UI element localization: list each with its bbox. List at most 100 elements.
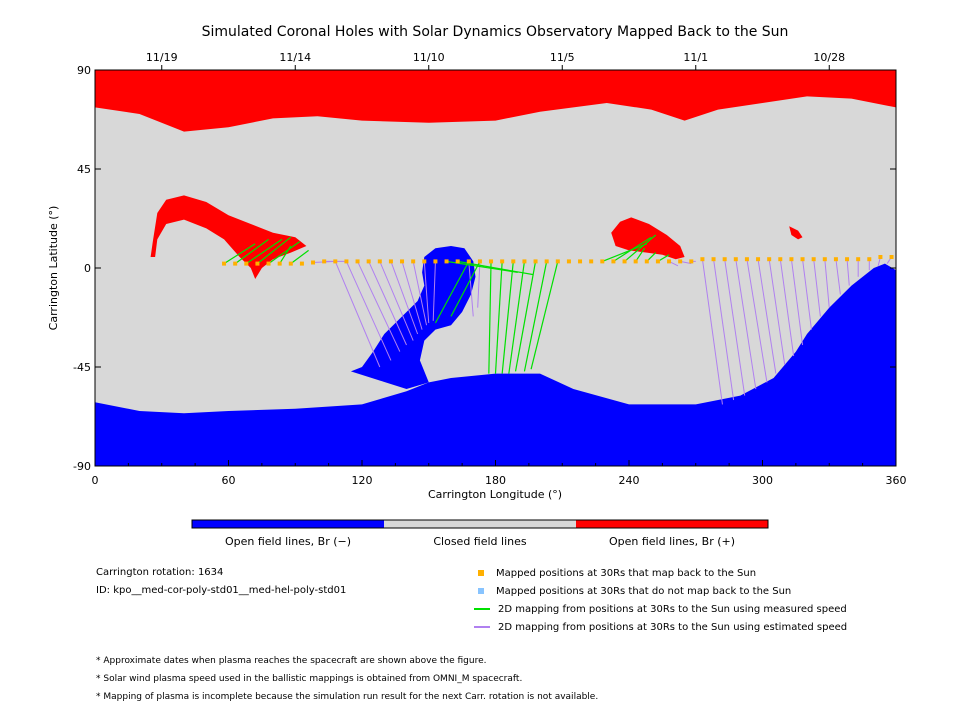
positive-patch-mid bbox=[611, 217, 685, 260]
plot-area bbox=[94, 69, 897, 467]
line-swatch-icon bbox=[474, 608, 490, 610]
track-point bbox=[622, 259, 627, 264]
colorbar-frame bbox=[191, 519, 769, 529]
estimated-mapping-line bbox=[768, 259, 786, 365]
track-point bbox=[711, 257, 716, 262]
measured-mapping-line bbox=[257, 236, 292, 265]
track-point bbox=[778, 257, 783, 262]
colorbar: Open field lines, Br (−) Closed field li… bbox=[191, 519, 769, 548]
x-axis-label: Carrington Longitude (°) bbox=[428, 488, 562, 501]
carrington-rotation: Carrington rotation: 1634 bbox=[96, 567, 224, 578]
x-tick-label: 120 bbox=[352, 474, 373, 487]
measured-mapping-line bbox=[268, 241, 301, 265]
x-tick-label: 300 bbox=[752, 474, 773, 487]
track-point bbox=[889, 255, 894, 259]
measured-speed-mappings bbox=[223, 234, 670, 374]
positive-patch-small bbox=[789, 226, 803, 240]
x-tick-label: 60 bbox=[222, 474, 236, 487]
legend-item-not-map-back: Mapped positions at 30Rs that do not map… bbox=[478, 582, 791, 600]
track-point bbox=[411, 259, 416, 264]
estimated-mapping-line bbox=[724, 259, 746, 396]
estimated-mapping-line bbox=[401, 261, 423, 330]
measured-mapping-line bbox=[234, 238, 269, 265]
legend-item-estimated: 2D mapping from positions at 30Rs to the… bbox=[474, 618, 847, 636]
measured-mapping-line bbox=[624, 234, 657, 262]
top-date-label: 10/28 bbox=[813, 51, 845, 64]
track-point bbox=[422, 259, 427, 264]
estimated-mapping-line bbox=[423, 261, 430, 324]
track-point bbox=[700, 257, 705, 262]
estimated-mapping-line bbox=[432, 261, 436, 321]
estimated-mapping-line bbox=[746, 259, 768, 383]
track-point bbox=[222, 261, 227, 266]
footnote-dates: * Approximate dates when plasma reaches … bbox=[96, 656, 487, 666]
track-point bbox=[767, 257, 772, 262]
track-point bbox=[544, 259, 549, 264]
measured-mapping-line bbox=[613, 236, 652, 262]
track-point bbox=[266, 261, 271, 266]
colorbar-positive bbox=[576, 520, 768, 528]
legend-label: 2D mapping from positions at 30Rs to the… bbox=[498, 603, 847, 615]
chart-title: Simulated Coronal Holes with Solar Dynam… bbox=[202, 24, 789, 40]
legend-item-measured: 2D mapping from positions at 30Rs to the… bbox=[474, 600, 847, 618]
y-tick-label: -90 bbox=[73, 460, 91, 473]
track-point bbox=[878, 255, 883, 259]
estimated-mapping-line bbox=[846, 259, 850, 286]
track-point bbox=[744, 257, 749, 262]
measured-mapping-line bbox=[290, 249, 309, 265]
top-date-label: 11/19 bbox=[146, 51, 178, 64]
y-axis-label: Carrington Latitude (°) bbox=[47, 206, 60, 331]
track-point bbox=[722, 257, 727, 262]
colorbar-negative bbox=[192, 520, 384, 528]
track-point bbox=[678, 259, 683, 264]
colorbar-label-closed: Closed field lines bbox=[433, 535, 527, 548]
legend-item-maps-back: Mapped positions at 30Rs that map back t… bbox=[478, 564, 756, 582]
estimated-mapping-line bbox=[835, 259, 841, 295]
track-point bbox=[466, 259, 471, 264]
north-positive-region bbox=[95, 70, 896, 132]
legend-label: Mapped positions at 30Rs that do not map… bbox=[496, 585, 792, 597]
track-point bbox=[244, 261, 249, 266]
track-point bbox=[455, 259, 460, 264]
measured-mapping-line bbox=[450, 261, 481, 317]
estimated-mapping-line bbox=[468, 261, 474, 317]
measured-mapping-line bbox=[514, 261, 537, 372]
x-tick-label: 240 bbox=[619, 474, 640, 487]
measured-mapping-line bbox=[223, 243, 256, 265]
estimated-mapping-line bbox=[735, 259, 757, 390]
track-point bbox=[756, 257, 761, 262]
track-point bbox=[299, 261, 304, 266]
estimated-mapping-line bbox=[713, 259, 735, 401]
track-point bbox=[500, 259, 505, 264]
top-date-label: 11/10 bbox=[413, 51, 445, 64]
estimated-mapping-line bbox=[813, 259, 821, 317]
track-point bbox=[845, 257, 850, 262]
y-axis: -90 -45 0 45 90 bbox=[73, 64, 896, 473]
track-point bbox=[355, 259, 360, 264]
track-point bbox=[233, 261, 238, 266]
x-tick-label: 360 bbox=[886, 474, 907, 487]
track-point bbox=[477, 259, 482, 264]
track-point bbox=[288, 261, 293, 266]
colorbar-label-negative: Open field lines, Br (−) bbox=[225, 535, 351, 548]
track-point bbox=[433, 259, 438, 264]
track-point bbox=[511, 259, 516, 264]
track-point bbox=[644, 259, 649, 264]
track-point bbox=[822, 257, 827, 262]
simulation-id: ID: kpo__med-cor-poly-std01__med-hel-pol… bbox=[96, 585, 347, 596]
track-point bbox=[311, 260, 316, 265]
x-axis: 0 60 120 180 240 300 360 bbox=[92, 460, 907, 487]
estimated-mapping-line bbox=[757, 259, 777, 374]
track-point bbox=[333, 259, 338, 264]
measured-mapping-line bbox=[508, 261, 526, 374]
track-point bbox=[733, 257, 738, 262]
track-point bbox=[255, 261, 260, 266]
measured-mapping-line bbox=[494, 261, 503, 374]
south-negative-region bbox=[95, 263, 896, 466]
estimated-mapping-line bbox=[390, 261, 419, 335]
mapped-track-points bbox=[222, 255, 894, 266]
track-point bbox=[489, 259, 494, 264]
colorbar-label-positive: Open field lines, Br (+) bbox=[609, 535, 735, 548]
track-point bbox=[578, 259, 583, 264]
